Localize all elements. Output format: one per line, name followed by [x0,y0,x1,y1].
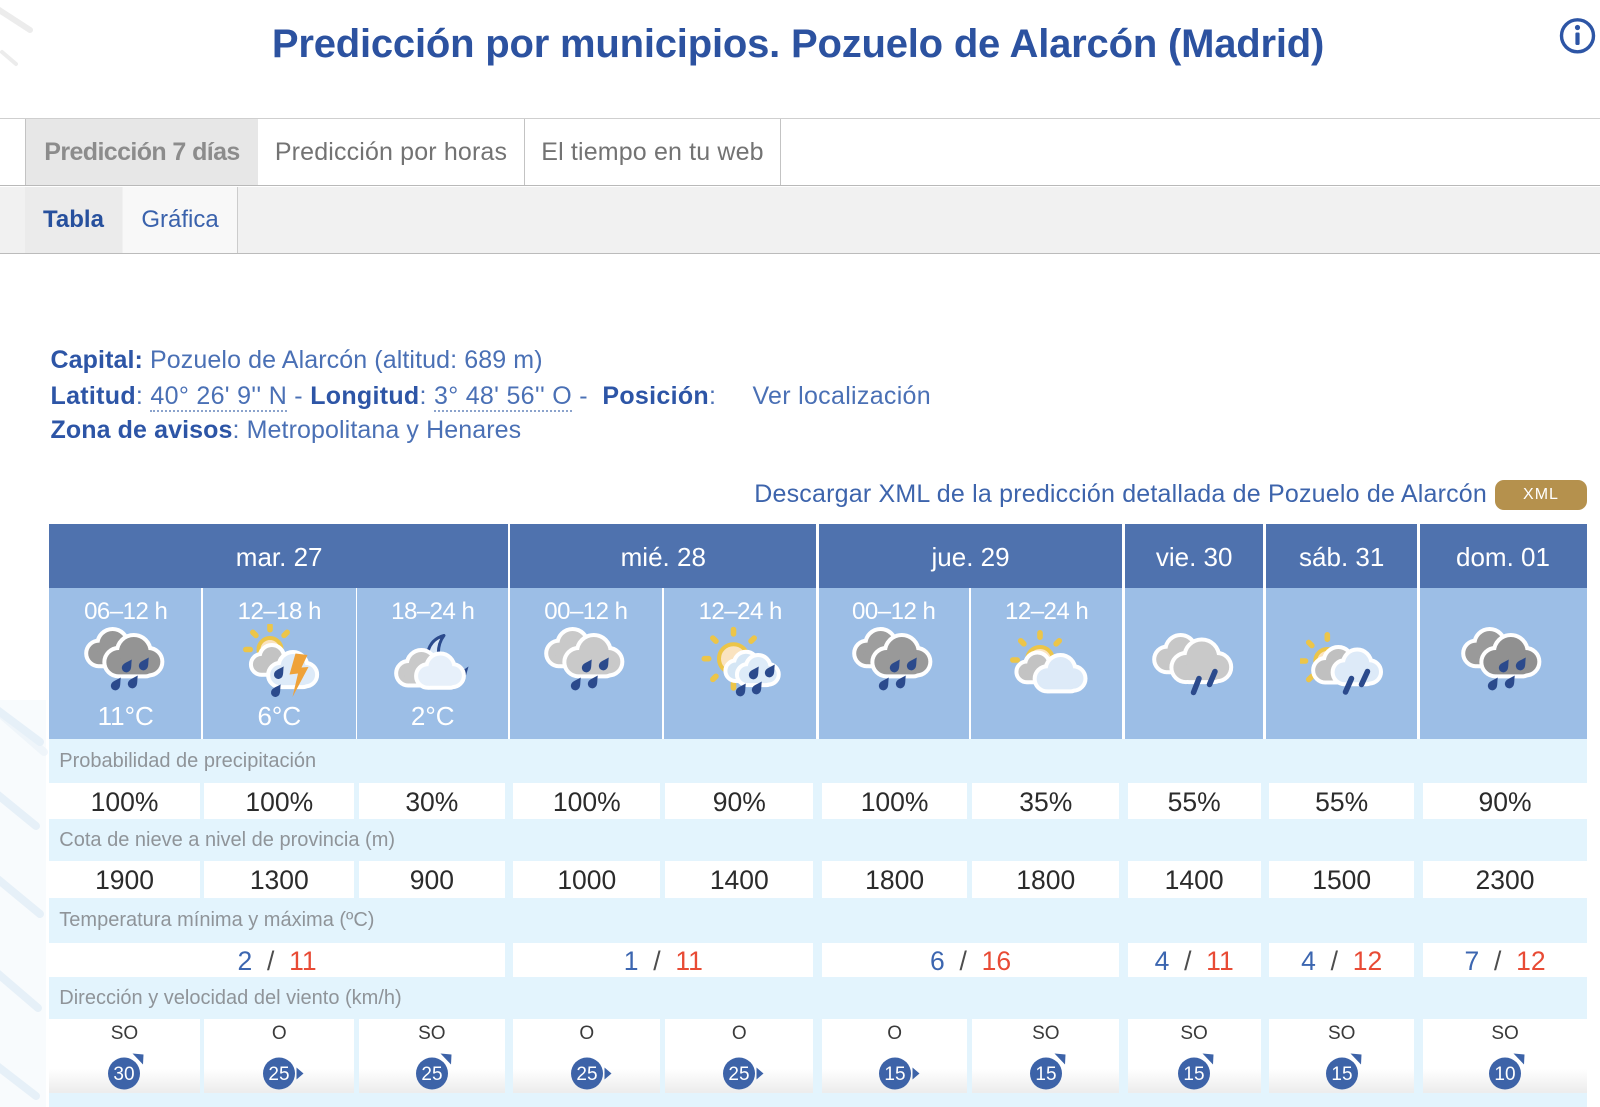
svg-text:10: 10 [1495,1064,1516,1085]
svg-text:15: 15 [1184,1064,1205,1085]
svg-text:25: 25 [421,1064,442,1085]
svg-text:25: 25 [269,1064,290,1085]
svg-text:15: 15 [884,1064,905,1085]
svg-text:15: 15 [1331,1064,1352,1085]
svg-text:30: 30 [114,1064,135,1085]
svg-text:25: 25 [576,1064,597,1085]
svg-text:15: 15 [1035,1064,1056,1085]
svg-text:25: 25 [729,1064,750,1085]
